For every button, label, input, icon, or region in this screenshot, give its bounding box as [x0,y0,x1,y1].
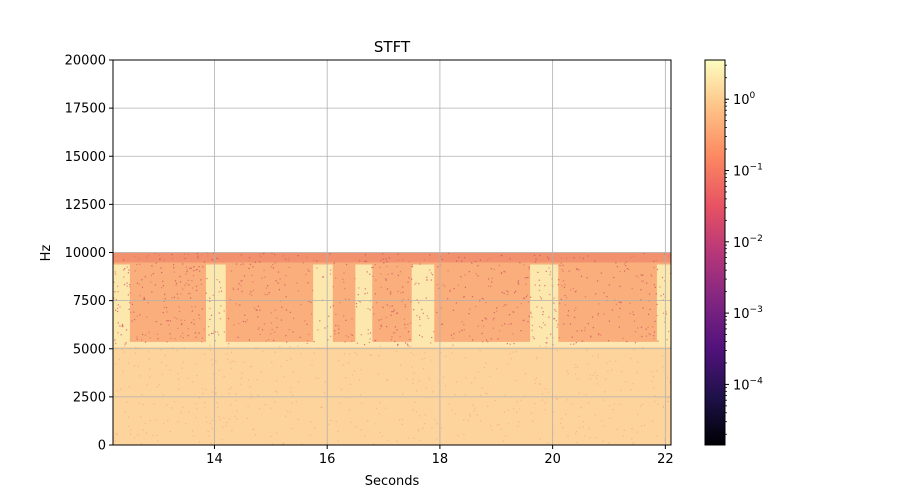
y-tick-label: 20000 [65,54,106,69]
colorbar-tick-label: 10−1 [733,163,763,180]
x-axis-label: Seconds [365,474,420,489]
y-tick-label: 5000 [73,342,106,357]
x-axis: 14 16 18 20 22 [206,445,674,467]
y-tick-label: 12500 [65,198,106,213]
colorbar-tick-label: 100 [733,91,756,108]
y-tick-label: 17500 [65,102,106,117]
colorbar-tick-label: 10−2 [733,234,763,251]
y-tick-label: 0 [98,439,106,454]
x-tick-label: 22 [657,452,674,467]
colorbar-tick-label: 10−3 [733,305,763,322]
y-axis: 0 2500 5000 7500 10000 12500 15000 17500 20000 [65,54,113,454]
colorbar-ticks: 100 10−1 10−2 10−3 10−4 [725,64,763,435]
colorbar-tick-label: 10−4 [733,376,763,393]
x-tick-label: 14 [206,452,223,467]
y-tick-label: 2500 [73,390,106,405]
chart-title: STFT [374,38,411,56]
spectrogram-image [113,252,671,445]
x-tick-label: 18 [432,452,449,467]
colorbar [704,59,726,446]
y-axis-label: Hz [39,245,54,262]
y-tick-label: 7500 [73,294,106,309]
x-tick-label: 20 [544,452,561,467]
y-tick-label: 10000 [65,246,106,261]
x-tick-label: 16 [319,452,336,467]
y-tick-label: 15000 [65,150,106,165]
